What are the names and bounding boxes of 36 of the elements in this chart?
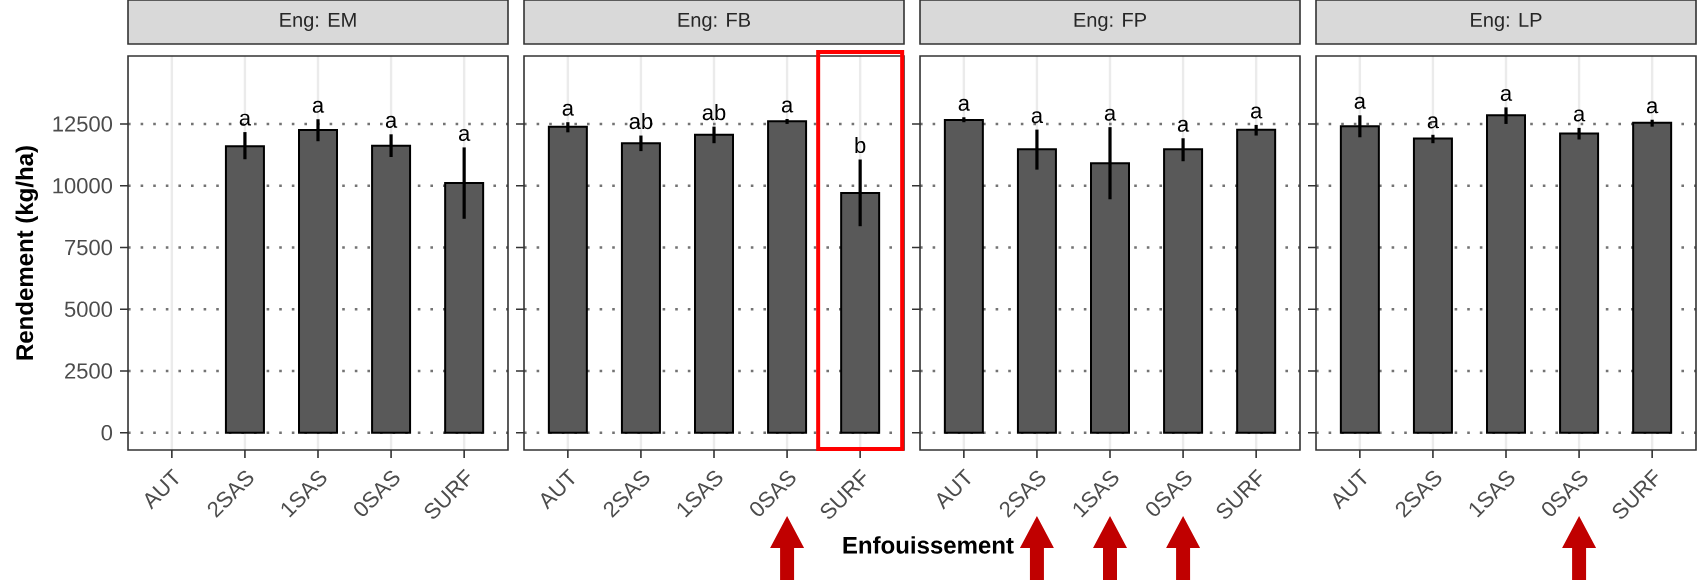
chart-title: Eng: EM xyxy=(280,13,356,31)
y-axis-title: Rendement (kg/ha) xyxy=(15,146,39,360)
data-label: a xyxy=(1427,116,1440,129)
y-tick-label: 0 xyxy=(101,424,113,441)
data-label: a xyxy=(1573,109,1586,122)
y-tick-label: 5000 xyxy=(64,301,113,317)
data-label: a xyxy=(1646,101,1659,114)
bar xyxy=(1559,132,1600,434)
data-label: a xyxy=(1104,108,1117,121)
data-label: a xyxy=(1250,106,1263,119)
y-tick-label: 10000 xyxy=(53,177,113,194)
chart-title: Eng: FP xyxy=(1074,13,1147,31)
x-axis-title: Enfouissement xyxy=(843,536,1014,554)
y-tick-label: 12500 xyxy=(53,116,113,132)
data-label: a xyxy=(958,98,970,111)
data-label: ab xyxy=(702,104,726,121)
bar xyxy=(1412,137,1453,434)
data-label: a xyxy=(562,103,574,116)
data-label: a xyxy=(385,115,398,128)
data-label: a xyxy=(458,128,471,141)
data-label: b xyxy=(855,136,866,154)
bar xyxy=(1632,121,1673,434)
data-label: a xyxy=(1500,88,1513,101)
data-label: ab xyxy=(629,112,653,130)
data-label: a xyxy=(239,113,252,126)
data-label: a xyxy=(312,100,325,113)
y-tick-label: 7500 xyxy=(65,239,113,256)
data-label: a xyxy=(1177,119,1190,132)
bar xyxy=(767,120,808,434)
bar xyxy=(547,125,588,434)
chart-title: Eng: FB xyxy=(678,13,751,31)
chart-title: Eng: LP xyxy=(1471,13,1542,31)
data-label: a xyxy=(1031,111,1044,124)
y-tick-label: 2500 xyxy=(65,363,113,379)
data-label: a xyxy=(781,100,794,113)
data-label: a xyxy=(1354,96,1366,109)
